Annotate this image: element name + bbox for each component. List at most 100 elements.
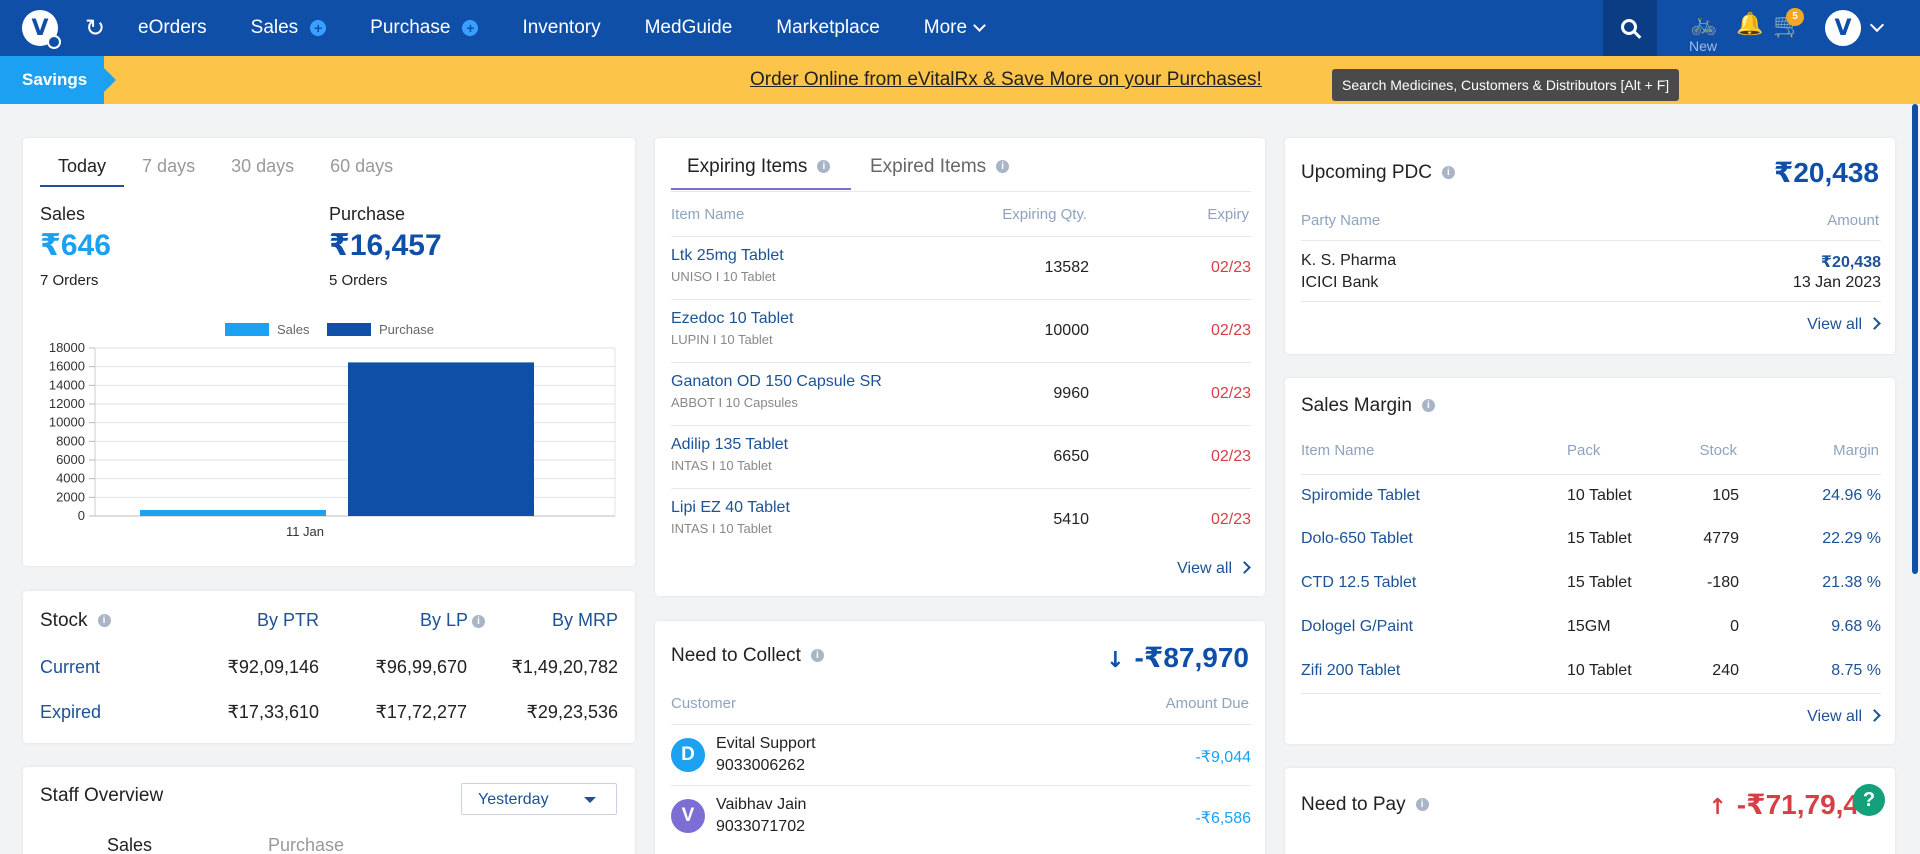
stock-row-current-label[interactable]: Current — [40, 657, 101, 677]
item-name[interactable]: Lipi EZ 40 Tablet — [671, 499, 790, 516]
item-company-pack: UNISO I 10 Tablet — [671, 269, 776, 284]
tab-60-days[interactable]: 60 days — [330, 156, 394, 176]
info-icon[interactable]: i — [817, 160, 831, 174]
table-row[interactable]: Ganaton OD 150 Capsule SR ABBOT I 10 Cap… — [671, 362, 1251, 425]
margin-item-name[interactable]: Zifi 200 Tablet — [1301, 662, 1401, 679]
info-icon[interactable]: i — [996, 160, 1010, 174]
item-name[interactable]: Ltk 25mg Tablet — [671, 247, 784, 264]
nav-sales[interactable]: Sales + — [251, 17, 327, 39]
summary-card: Today 7 days 30 days 60 days Sales ₹646 … — [23, 138, 635, 566]
margin-stock: 105 — [1712, 487, 1739, 504]
nav-inventory[interactable]: Inventory — [522, 17, 601, 38]
tab-expiring-items[interactable]: Expiring Items i — [671, 156, 851, 190]
margin-stock: 240 — [1712, 662, 1739, 679]
pdc-bank: ICICI Bank — [1301, 274, 1379, 291]
table-row[interactable]: Lipi EZ 40 Tablet INTAS I 10 Tablet 5410… — [671, 488, 1251, 551]
caret-down-icon — [584, 797, 596, 803]
pdc-date: 13 Jan 2023 — [1792, 274, 1881, 291]
info-icon[interactable]: i — [1415, 798, 1429, 812]
table-row[interactable]: Ltk 25mg Tablet UNISO I 10 Tablet 13582 … — [671, 236, 1251, 299]
info-icon[interactable]: i — [472, 614, 485, 628]
margin-value: 8.75 % — [1831, 662, 1881, 679]
bell-icon[interactable]: 🔔 — [1736, 12, 1764, 37]
staff-overview-card: Staff Overview Yesterday Sales Purchase — [23, 767, 635, 854]
expired-by-lp: ₹17,72,277 — [375, 702, 467, 722]
info-icon[interactable]: i — [1441, 166, 1455, 180]
need-to-pay-title: Need to Pay i — [1301, 794, 1429, 816]
nav-eorders[interactable]: eOrders — [138, 17, 207, 38]
info-icon[interactable]: i — [1421, 399, 1435, 413]
table-row[interactable]: Spiromide Tablet 10 Tablet 105 24.96 % — [1301, 474, 1881, 518]
col-margin: Margin — [1833, 442, 1879, 459]
margin-item-name[interactable]: CTD 12.5 Tablet — [1301, 574, 1417, 591]
customer-name[interactable]: Evital Support — [716, 735, 816, 752]
staff-period-select[interactable]: Yesterday — [461, 783, 617, 815]
table-row[interactable]: Zifi 200 Tablet 10 Tablet 240 8.75 % — [1301, 650, 1881, 694]
refresh-icon[interactable]: ↻ — [84, 14, 106, 42]
promo-link[interactable]: Order Online from eVitalRx & Save More o… — [750, 69, 1262, 90]
nav-medguide[interactable]: MedGuide — [644, 17, 733, 38]
tab-expired-items[interactable]: Expired Items i — [870, 156, 1010, 188]
table-row[interactable]: Dologel G/Paint 15GM 0 9.68 % — [1301, 606, 1881, 650]
expired-by-mrp: ₹29,23,536 — [526, 702, 618, 722]
item-name[interactable]: Ganaton OD 150 Capsule SR — [671, 373, 882, 390]
add-sale-icon[interactable]: + — [310, 20, 327, 36]
pdc-row[interactable]: K. S. Pharma ICICI Bank ₹20,438 13 Jan 2… — [1301, 240, 1881, 302]
help-button[interactable]: ? — [1853, 784, 1885, 816]
staff-tab-purchase[interactable]: Purchase — [268, 835, 345, 854]
margin-item-name[interactable]: Dologel G/Paint — [1301, 618, 1414, 635]
customer-avatar: V — [671, 799, 705, 833]
search-button[interactable] — [1603, 0, 1657, 56]
tab-7-days[interactable]: 7 days — [142, 156, 196, 176]
col-item-name: Item Name — [1301, 442, 1375, 459]
margin-pack: 15 Tablet — [1567, 574, 1632, 591]
col-pack: Pack — [1567, 442, 1601, 459]
top-navigation: V ↻ eOrders Sales + Purchase + Inventory M… — [0, 0, 1920, 56]
margin-view-all-link[interactable]: View all — [1807, 708, 1879, 726]
nav-more[interactable]: More — [924, 17, 986, 39]
item-qty: 6650 — [1053, 448, 1089, 465]
y-tick-label: 18000 — [49, 340, 85, 355]
margin-pack: 15 Tablet — [1567, 530, 1632, 547]
table-row[interactable]: Dolo-650 Tablet 15 Tablet 4779 22.29 % — [1301, 518, 1881, 562]
delivery-bike-icon[interactable]: 🚲 — [1690, 12, 1718, 37]
table-row[interactable]: Adilip 135 Tablet INTAS I 10 Tablet 6650… — [671, 425, 1251, 488]
col-expiring-qty: Expiring Qty. — [1002, 206, 1087, 223]
sales-margin-card: Sales Margin i Item Name Pack Stock Margi… — [1285, 378, 1895, 744]
info-icon[interactable]: i — [810, 649, 824, 663]
tab-30-days[interactable]: 30 days — [231, 156, 295, 176]
bar-purchase — [348, 362, 534, 516]
add-purchase-icon[interactable]: + — [462, 20, 479, 36]
customer-amount: -₹6,586 — [1195, 810, 1251, 827]
pdc-total: ₹20,438 — [1773, 157, 1879, 188]
item-expiry: 02/23 — [1210, 322, 1251, 339]
customer-name[interactable]: Vaibhav Jain — [716, 796, 807, 813]
info-icon[interactable]: i — [97, 614, 111, 628]
item-name[interactable]: Adilip 135 Tablet — [671, 436, 789, 453]
margin-item-name[interactable]: Dolo-650 Tablet — [1301, 530, 1413, 547]
customer-phone: 9033006262 — [716, 757, 805, 774]
nav-purchase[interactable]: Purchase + — [370, 17, 479, 39]
user-avatar[interactable]: V — [1825, 10, 1861, 46]
table-row[interactable]: CTD 12.5 Tablet 15 Tablet -180 21.38 % — [1301, 562, 1881, 606]
item-expiry: 02/23 — [1210, 385, 1251, 402]
evital-logo[interactable]: V — [22, 10, 61, 49]
item-company-pack: INTAS I 10 Tablet — [671, 521, 772, 536]
table-row[interactable]: V Vaibhav Jain 9033071702 -₹6,586 — [671, 785, 1251, 846]
current-by-mrp: ₹1,49,20,782 — [511, 657, 618, 677]
margin-item-name[interactable]: Spiromide Tablet — [1301, 487, 1420, 504]
nav-marketplace[interactable]: Marketplace — [776, 17, 880, 38]
margin-pack: 10 Tablet — [1567, 487, 1632, 504]
staff-tab-sales[interactable]: Sales — [107, 835, 153, 854]
margin-value: 24.96 % — [1822, 487, 1881, 504]
page-scrollbar[interactable] — [1912, 104, 1918, 574]
pdc-view-all-link[interactable]: View all — [1807, 316, 1879, 334]
savings-tag[interactable]: Savings — [0, 56, 116, 104]
sales-purchase-chart: Sales Purchase 0 2000 4000 6000 8000 10000 12000… — [49, 322, 616, 539]
table-row[interactable]: D Evital Support 9033006262 -₹9,044 — [671, 724, 1251, 785]
expiring-view-all-link[interactable]: View all — [1177, 560, 1249, 578]
stock-row-expired-label[interactable]: Expired — [40, 702, 102, 722]
item-name[interactable]: Ezedoc 10 Tablet — [671, 310, 794, 327]
tab-today[interactable]: Today — [40, 156, 125, 187]
table-row[interactable]: Ezedoc 10 Tablet LUPIN I 10 Tablet 10000… — [671, 299, 1251, 362]
